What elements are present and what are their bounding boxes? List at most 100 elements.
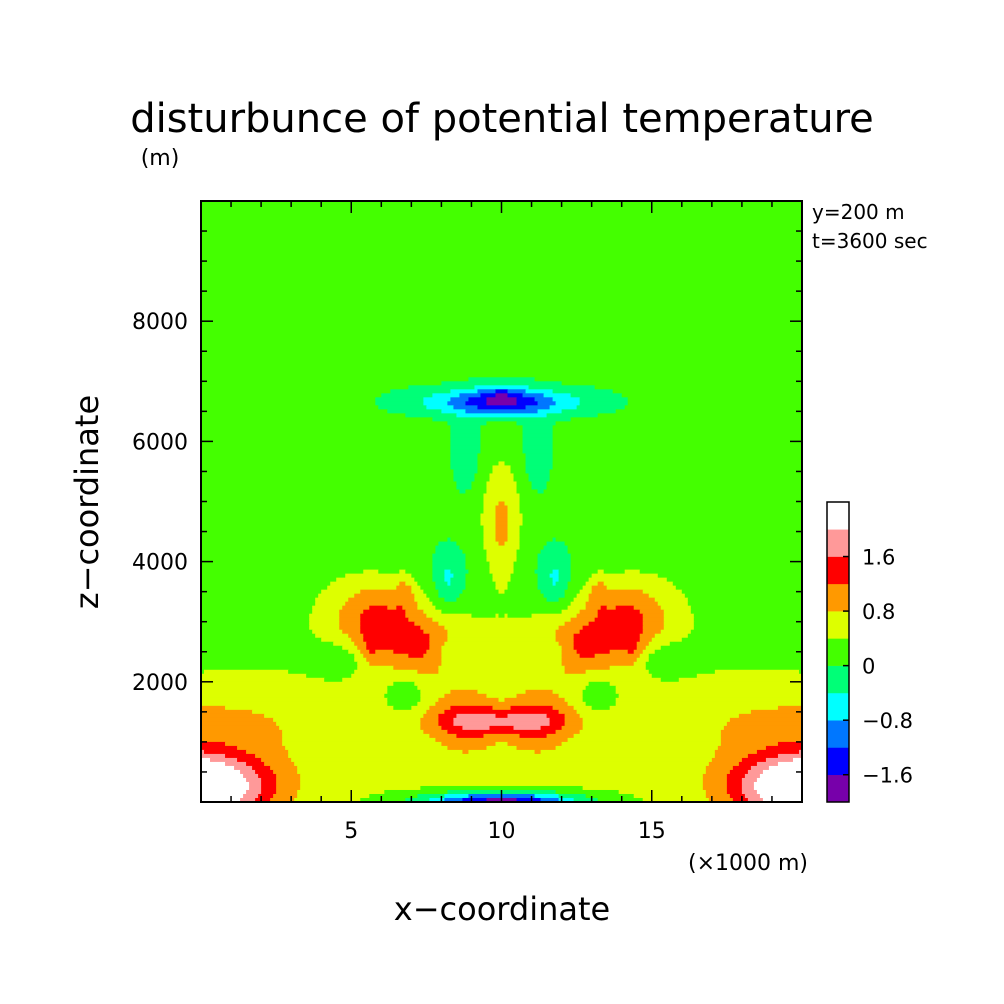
contour-cell — [483, 533, 497, 539]
contour-cell — [726, 777, 743, 783]
contour-cell — [201, 625, 310, 631]
contour-cell — [516, 401, 539, 406]
contour-cell — [201, 261, 803, 266]
contour-cell — [201, 477, 455, 483]
contour-cell — [444, 641, 560, 647]
contour-cell — [507, 521, 524, 527]
contour-cell — [201, 725, 280, 731]
contour-cell — [390, 389, 452, 394]
contour-cell — [297, 769, 707, 775]
contour-cell — [438, 589, 464, 595]
contour-cell — [459, 593, 545, 599]
contour-cell — [480, 513, 497, 519]
contour-cell — [225, 705, 394, 711]
contour-cell — [519, 525, 803, 531]
contour-cell — [750, 709, 803, 715]
contour-cell — [387, 409, 442, 414]
contour-cell — [495, 525, 509, 531]
contour-cell — [201, 249, 803, 254]
colorbar-swatch — [827, 583, 849, 612]
contour-cell — [570, 573, 593, 579]
contour-cell — [201, 721, 277, 727]
contour-cell — [450, 581, 467, 587]
contour-cell — [576, 405, 626, 410]
contour-cell — [561, 653, 581, 659]
contour-cell — [261, 785, 277, 791]
contour-cell — [447, 629, 557, 635]
contour-cell — [237, 757, 262, 763]
contour-cell — [201, 741, 226, 747]
contour-cell — [201, 457, 452, 463]
contour-cell — [276, 781, 301, 787]
contour-cell — [690, 605, 803, 611]
contour-cell — [711, 757, 743, 763]
contour-cell — [201, 709, 253, 715]
contour-cell — [510, 705, 554, 711]
contour-cell — [726, 773, 746, 779]
contour-cell — [486, 745, 518, 751]
y-axis-unit: (m) — [141, 146, 180, 171]
contour-cell — [465, 581, 497, 587]
contour-cell — [489, 569, 515, 575]
contour-cell — [201, 549, 436, 555]
contour-cell — [537, 565, 572, 571]
contour-cell — [618, 693, 803, 699]
contour-cell — [534, 569, 554, 575]
contour-cell — [579, 713, 740, 719]
contour-cell — [576, 613, 599, 619]
contour-cell — [483, 497, 521, 503]
contour-cell — [201, 489, 461, 495]
contour-cell — [603, 569, 626, 575]
contour-cell — [423, 713, 439, 719]
contour-cell — [201, 665, 358, 671]
contour-cell — [291, 757, 713, 763]
contour-cell — [201, 541, 439, 547]
contour-cell — [591, 585, 608, 591]
contour-cell — [201, 393, 382, 398]
contour-cell — [201, 581, 331, 587]
contour-cell — [201, 277, 803, 282]
contour-cell — [411, 585, 421, 591]
contour-cell — [546, 713, 566, 719]
contour-cell — [720, 733, 803, 739]
contour-cell — [675, 585, 803, 591]
contour-cell — [441, 645, 563, 651]
contour-cell — [495, 505, 509, 511]
contour-cell — [567, 581, 587, 587]
contour-cell — [537, 489, 545, 495]
contour-cell — [201, 601, 316, 607]
contour-cell — [276, 777, 301, 783]
contour-cell — [543, 593, 566, 599]
contour-cell — [513, 561, 539, 567]
contour-cell — [480, 517, 497, 523]
contour-cell — [558, 641, 575, 647]
contour-cell — [597, 609, 641, 615]
contour-cell — [483, 525, 497, 531]
contour-cell — [444, 797, 464, 803]
contour-cell — [462, 749, 470, 755]
contour-cell — [477, 457, 527, 463]
contour-cell — [264, 713, 424, 719]
contour-cell — [492, 573, 512, 579]
contour-cell — [525, 405, 551, 410]
contour-cell — [201, 769, 241, 775]
contour-cell — [555, 629, 581, 635]
contour-cell — [201, 561, 433, 567]
contour-cell — [477, 405, 527, 410]
colorbar-swatch — [827, 747, 849, 776]
contour-cell — [435, 737, 569, 743]
contour-cell — [249, 781, 262, 787]
contour-cell — [369, 661, 442, 667]
contour-cell — [438, 713, 458, 719]
contour-cell — [486, 397, 518, 402]
contour-cell — [561, 381, 803, 386]
contour-cell — [654, 649, 803, 655]
contour-cell — [705, 769, 731, 775]
contour-cell — [438, 717, 455, 723]
contour-cell — [594, 385, 803, 390]
contour-cell — [507, 581, 539, 587]
contour-cell — [639, 609, 665, 615]
contour-cell — [201, 653, 355, 659]
contour-cell — [708, 797, 734, 803]
contour-cell — [552, 389, 614, 394]
